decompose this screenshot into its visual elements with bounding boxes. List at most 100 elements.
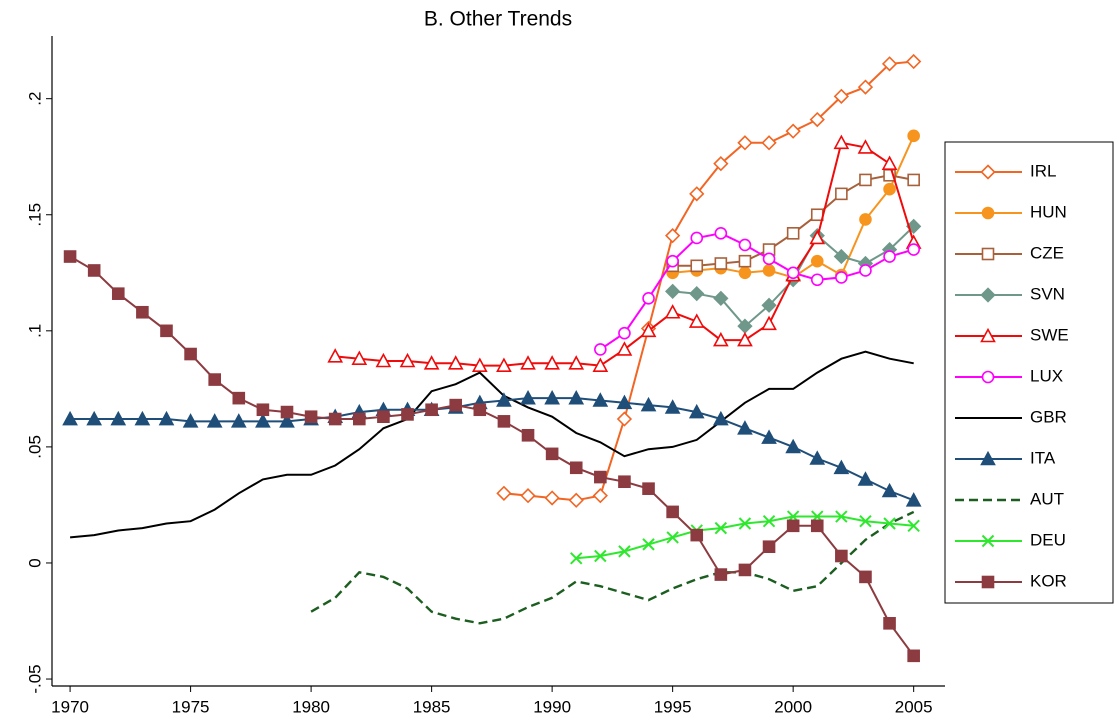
marker bbox=[713, 410, 729, 426]
marker bbox=[544, 389, 560, 405]
series-line bbox=[503, 60, 914, 502]
marker bbox=[833, 88, 849, 104]
marker bbox=[423, 355, 440, 370]
marker bbox=[568, 389, 585, 405]
marker bbox=[184, 347, 197, 361]
marker bbox=[520, 355, 536, 370]
legend-label: GBR bbox=[1030, 407, 1067, 426]
marker bbox=[738, 254, 752, 268]
y-tick-label: .05 bbox=[25, 435, 44, 459]
marker bbox=[232, 391, 246, 405]
marker bbox=[980, 450, 996, 466]
marker bbox=[761, 297, 777, 313]
x-tick-label: 2005 bbox=[895, 697, 933, 716]
marker bbox=[883, 617, 896, 630]
marker bbox=[666, 254, 679, 268]
marker bbox=[160, 324, 173, 338]
marker bbox=[304, 410, 318, 424]
marker bbox=[642, 538, 655, 551]
y-tick-label: .2 bbox=[25, 92, 44, 106]
marker bbox=[568, 355, 585, 370]
marker bbox=[256, 403, 270, 417]
x-tick-label: 1980 bbox=[292, 697, 330, 716]
legend-label: KOR bbox=[1030, 571, 1067, 590]
marker bbox=[714, 227, 728, 240]
y-tick-label: -.05 bbox=[25, 664, 44, 693]
marker bbox=[809, 229, 826, 245]
marker bbox=[351, 350, 368, 365]
marker bbox=[594, 549, 607, 563]
marker bbox=[738, 238, 752, 252]
marker bbox=[520, 488, 536, 504]
marker bbox=[545, 447, 559, 461]
marker bbox=[761, 429, 777, 444]
marker bbox=[786, 266, 800, 280]
marker bbox=[280, 405, 294, 419]
series-line bbox=[69, 255, 915, 657]
marker bbox=[980, 327, 996, 343]
marker bbox=[981, 575, 995, 589]
marker bbox=[594, 343, 607, 356]
marker bbox=[568, 492, 584, 508]
marker bbox=[86, 410, 103, 426]
marker bbox=[810, 208, 824, 222]
marker bbox=[738, 266, 752, 280]
marker bbox=[616, 341, 633, 356]
marker bbox=[907, 519, 920, 533]
marker bbox=[496, 392, 512, 407]
marker bbox=[690, 528, 704, 542]
y-tick-label: 0 bbox=[25, 558, 44, 567]
marker bbox=[666, 531, 679, 544]
marker bbox=[471, 357, 488, 372]
legend-label: HUN bbox=[1030, 202, 1067, 221]
y-tick-label: .15 bbox=[25, 203, 44, 227]
marker bbox=[737, 331, 753, 347]
marker bbox=[449, 398, 463, 412]
marker bbox=[592, 392, 609, 407]
marker bbox=[833, 459, 850, 475]
marker bbox=[665, 283, 681, 299]
marker bbox=[786, 519, 800, 533]
marker bbox=[642, 292, 655, 305]
marker bbox=[377, 410, 390, 424]
marker bbox=[981, 534, 995, 548]
marker bbox=[859, 213, 872, 226]
marker bbox=[881, 56, 898, 72]
marker bbox=[496, 357, 512, 372]
marker bbox=[714, 257, 728, 270]
marker bbox=[569, 461, 583, 475]
marker bbox=[713, 156, 729, 172]
marker bbox=[520, 389, 536, 405]
marker bbox=[496, 485, 512, 501]
x-tick-label: 1995 bbox=[654, 697, 692, 716]
series-line bbox=[310, 510, 915, 625]
marker bbox=[473, 403, 487, 417]
marker bbox=[375, 352, 392, 368]
marker bbox=[981, 206, 995, 220]
marker bbox=[883, 182, 896, 196]
marker bbox=[690, 259, 704, 273]
marker bbox=[762, 252, 776, 266]
marker bbox=[857, 139, 874, 154]
legend-box bbox=[944, 141, 1114, 604]
legend-label: SWE bbox=[1030, 325, 1069, 344]
marker bbox=[640, 396, 657, 412]
marker bbox=[497, 415, 511, 428]
marker bbox=[980, 287, 996, 303]
marker bbox=[570, 552, 583, 565]
marker bbox=[279, 413, 295, 428]
series-line bbox=[70, 397, 915, 502]
x-tick-label: 1975 bbox=[172, 697, 210, 716]
legend-label: ITA bbox=[1030, 448, 1056, 467]
marker bbox=[907, 173, 920, 187]
marker bbox=[328, 412, 342, 426]
marker bbox=[762, 264, 776, 277]
marker bbox=[592, 488, 608, 504]
marker bbox=[835, 549, 848, 563]
marker bbox=[63, 250, 77, 263]
marker bbox=[592, 357, 609, 372]
marker bbox=[907, 129, 920, 143]
marker bbox=[981, 247, 995, 261]
marker bbox=[158, 410, 175, 426]
marker bbox=[544, 355, 560, 370]
